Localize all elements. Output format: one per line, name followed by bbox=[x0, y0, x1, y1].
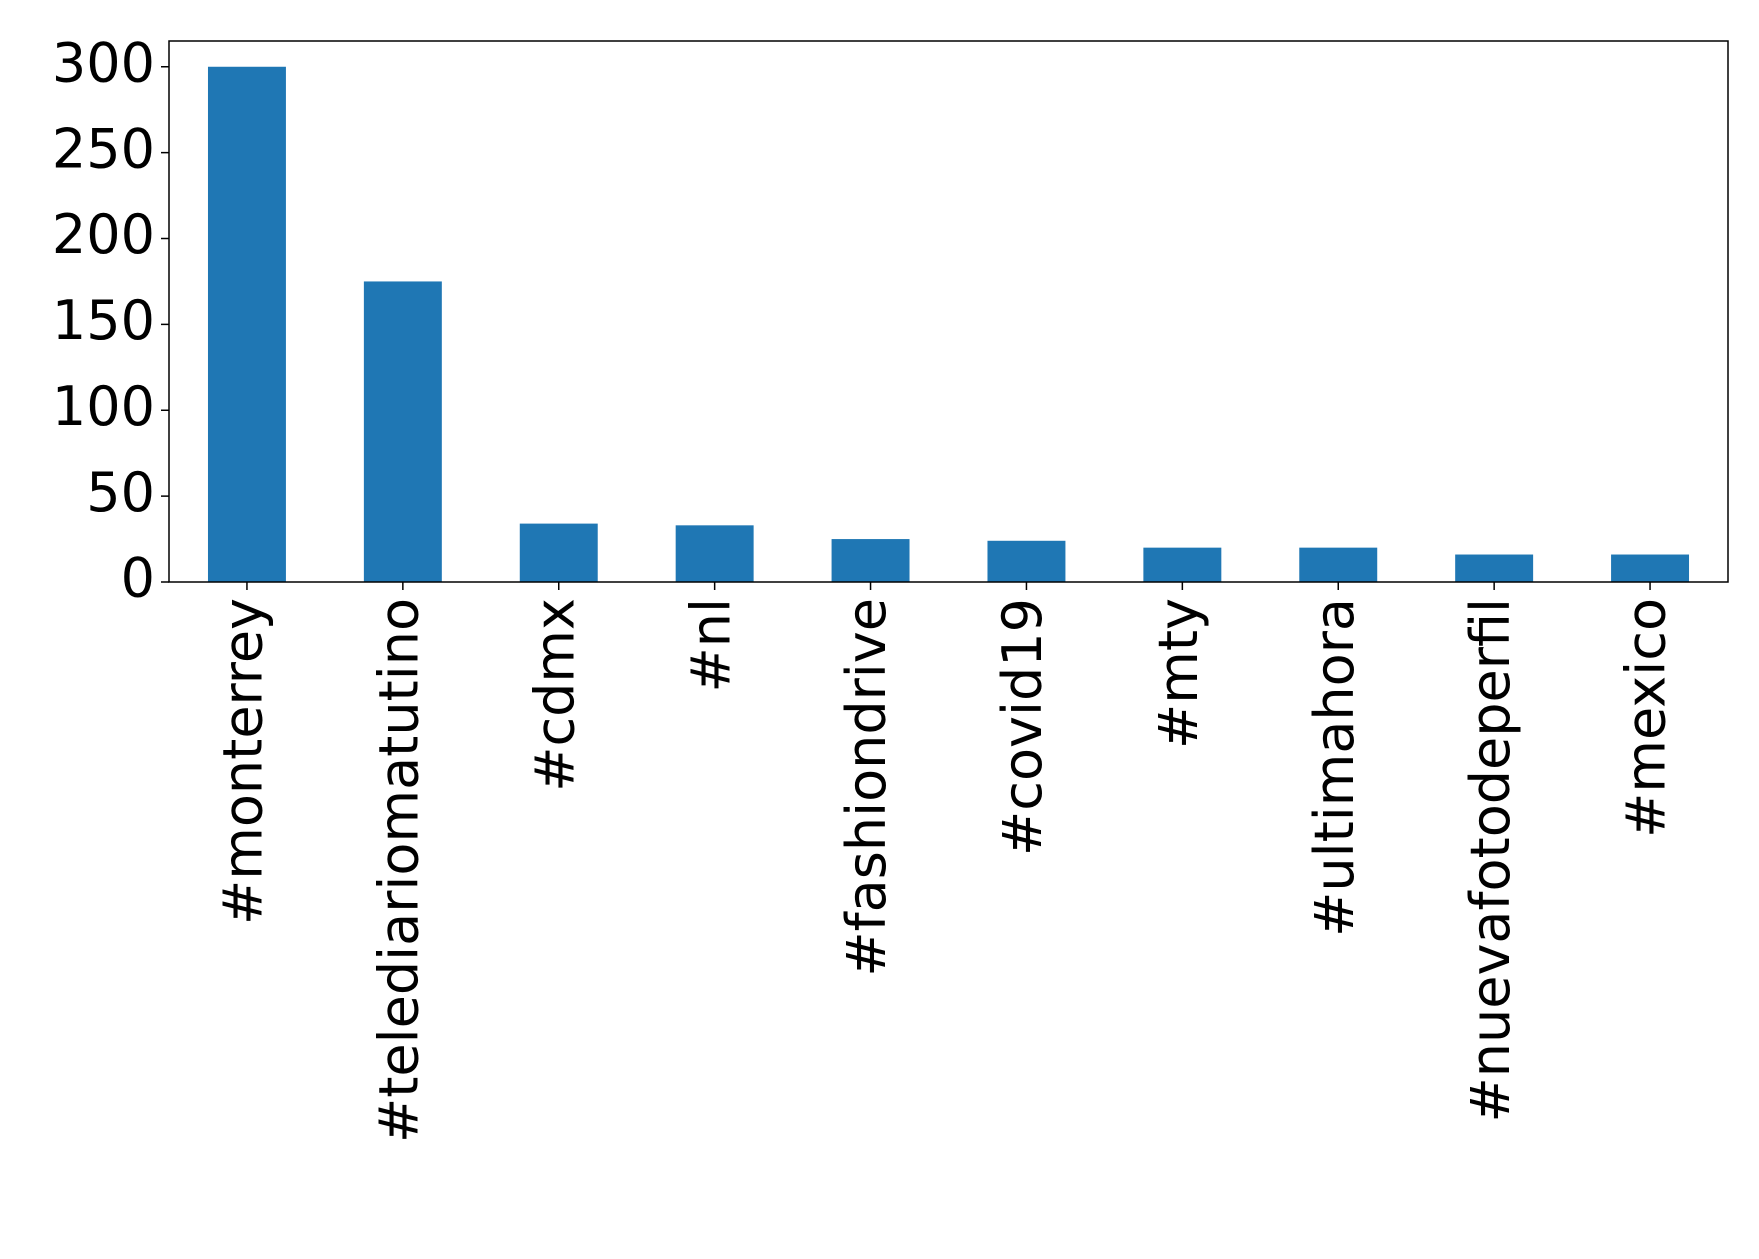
x-tick-label: #nuevafotodeperfil bbox=[1459, 598, 1522, 1122]
bar bbox=[363, 281, 442, 582]
y-tick-label: 200 bbox=[52, 203, 155, 266]
x-tick-label: #telediariomatutino bbox=[367, 598, 430, 1143]
y-tick-label: 100 bbox=[52, 375, 155, 438]
x-tick-label: #covid19 bbox=[991, 598, 1054, 856]
bar bbox=[987, 540, 1066, 582]
bar bbox=[831, 539, 910, 582]
bar bbox=[1299, 547, 1378, 582]
x-tick-label: #fashiondrive bbox=[835, 598, 898, 977]
x-tick-label: #mty bbox=[1147, 598, 1210, 749]
bar bbox=[519, 523, 598, 582]
x-tick-label: #ultimahora bbox=[1303, 598, 1366, 937]
y-tick-label: 300 bbox=[52, 31, 155, 94]
x-tick-label: #cdmx bbox=[523, 598, 586, 792]
x-tick-label: #monterrey bbox=[212, 598, 275, 925]
y-tick-label: 0 bbox=[121, 547, 155, 610]
bar bbox=[675, 525, 754, 582]
y-tick-label: 250 bbox=[52, 117, 155, 180]
x-tick-label: #mexico bbox=[1615, 598, 1678, 838]
bar bbox=[1611, 554, 1690, 582]
bar bbox=[1143, 547, 1222, 582]
y-tick-label: 50 bbox=[86, 461, 155, 524]
bar bbox=[207, 66, 286, 582]
y-tick-label: 150 bbox=[52, 289, 155, 352]
bar bbox=[1455, 554, 1534, 582]
plot-frame bbox=[168, 40, 1729, 583]
x-tick-label: #nl bbox=[679, 598, 742, 692]
